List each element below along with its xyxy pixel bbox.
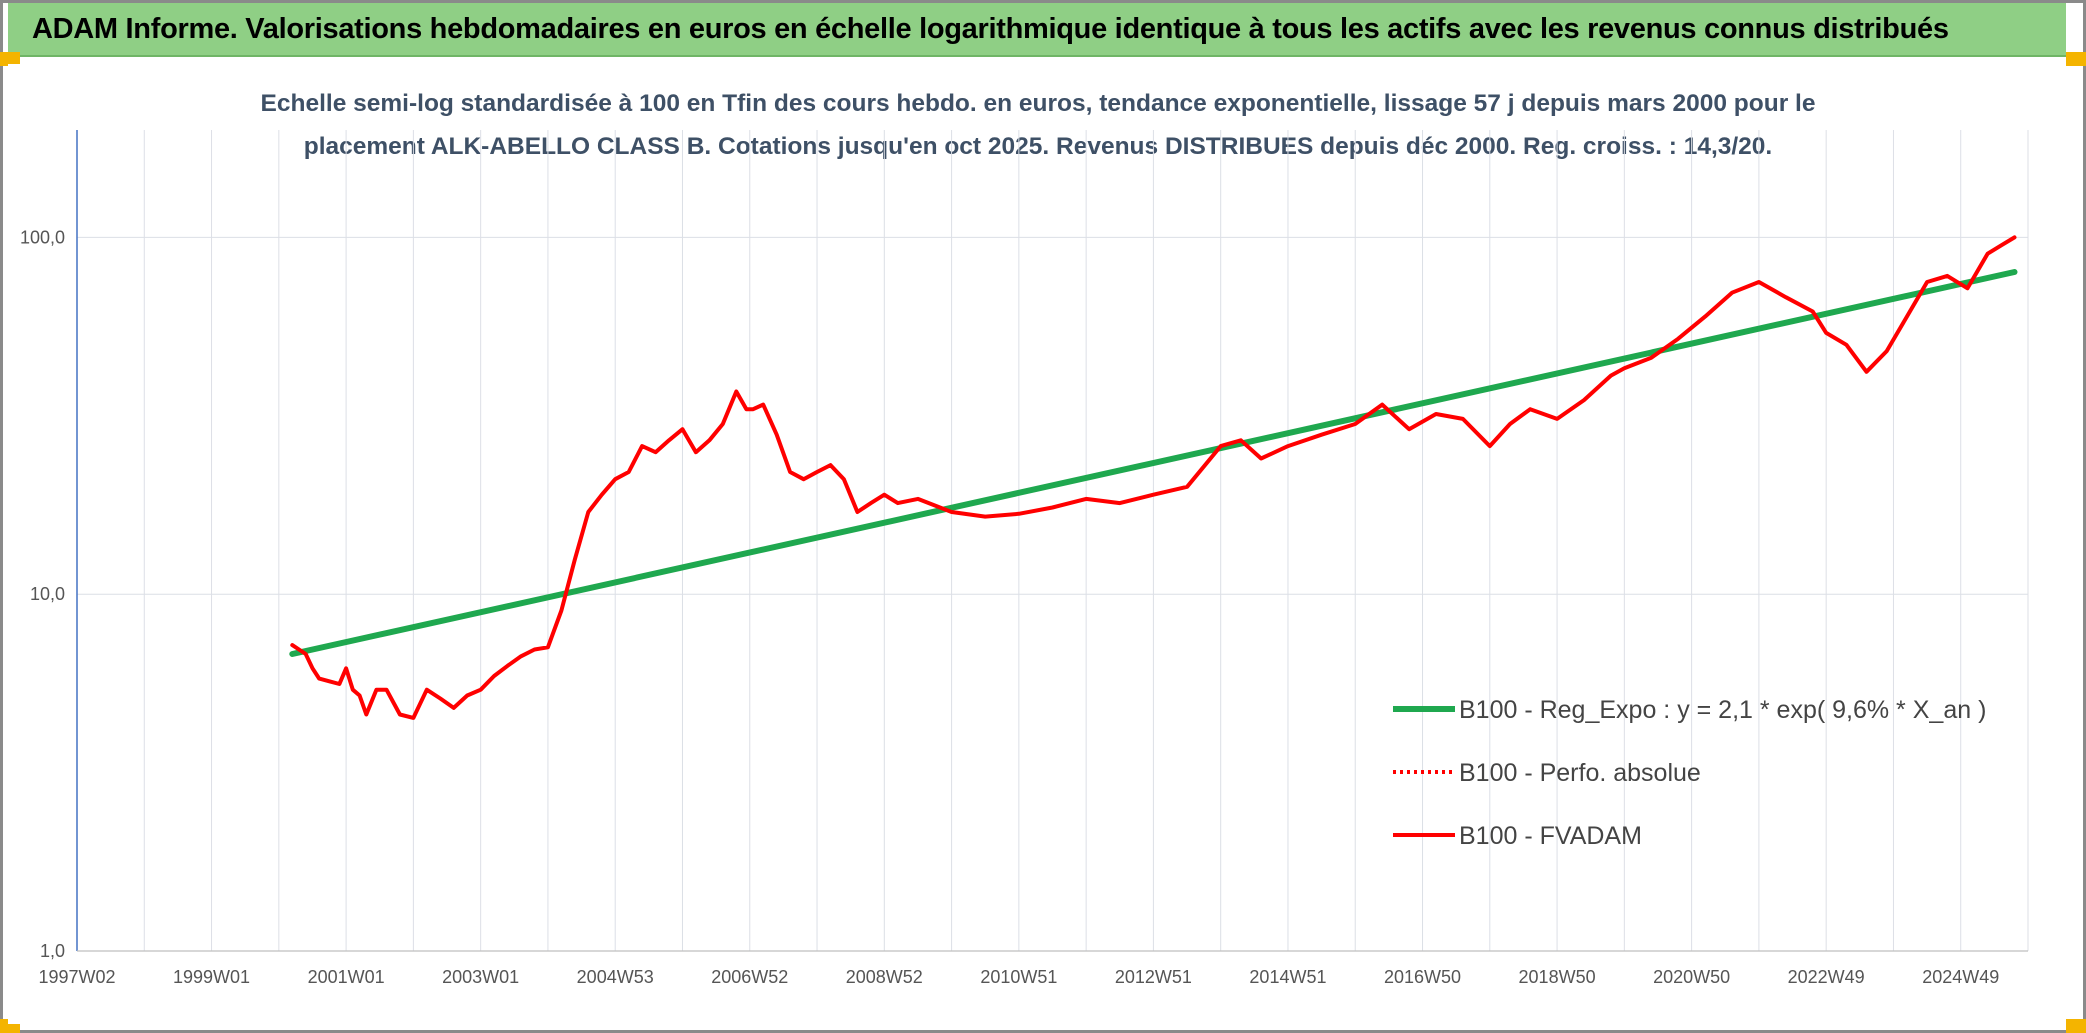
- x-tick-label: 2022W49: [1788, 967, 1865, 987]
- series-line-fvadam: [290, 235, 2017, 720]
- x-tick-label: 2016W50: [1384, 967, 1461, 987]
- x-tick-label: 2010W51: [980, 967, 1057, 987]
- x-tick-label: 2012W51: [1115, 967, 1192, 987]
- chart-svg: 1,0 10,0 100,0 1997W02 1999W01 2001W01 2003W01…: [20, 130, 2029, 987]
- legend-label: B100 - FVADAM: [1459, 822, 1642, 850]
- header-bar: ADAM Informe. Valorisations hebdomadaire…: [8, 3, 2066, 57]
- legend-label: B100 - Reg_Expo : y = 2,1 * exp( 9,6% * …: [1459, 696, 1986, 724]
- x-tick-label: 2018W50: [1519, 967, 1596, 987]
- x-tick-label: 2001W01: [308, 967, 385, 987]
- chart-area: Echelle semi-log standardisée à 100 en T…: [8, 64, 2066, 1024]
- chart-title-line-1: Echelle semi-log standardisée à 100 en T…: [260, 90, 1816, 117]
- chart-title-line-2: placement ALK-ABELLO CLASS B. Cotations …: [303, 133, 1773, 160]
- x-tick-label: 1999W01: [173, 967, 250, 987]
- x-tick-label: 2020W50: [1653, 967, 1730, 987]
- x-tick-label: 2014W51: [1249, 967, 1326, 987]
- page-title: ADAM Informe. Valorisations hebdomadaire…: [32, 13, 1949, 45]
- y-tick-label: 1,0: [40, 941, 65, 961]
- corner-marker-bottom-right: [2066, 1019, 2086, 1033]
- y-tick-label: 10,0: [30, 584, 65, 604]
- corner-marker-top-right: [2066, 52, 2086, 66]
- legend-label: B100 - Perfo. absolue: [1459, 759, 1701, 787]
- x-tick-label: 2024W49: [1922, 967, 1999, 987]
- x-tick-label: 2003W01: [442, 967, 519, 987]
- x-tick-label: 2006W52: [711, 967, 788, 987]
- x-tick-label: 2004W53: [577, 967, 654, 987]
- corner-marker-top-left: [0, 52, 20, 66]
- x-tick-label: 2008W52: [846, 967, 923, 987]
- y-tick-label: 100,0: [20, 227, 65, 247]
- series-line-reg-expo: [289, 269, 2018, 657]
- x-tick-label: 1997W02: [38, 967, 115, 987]
